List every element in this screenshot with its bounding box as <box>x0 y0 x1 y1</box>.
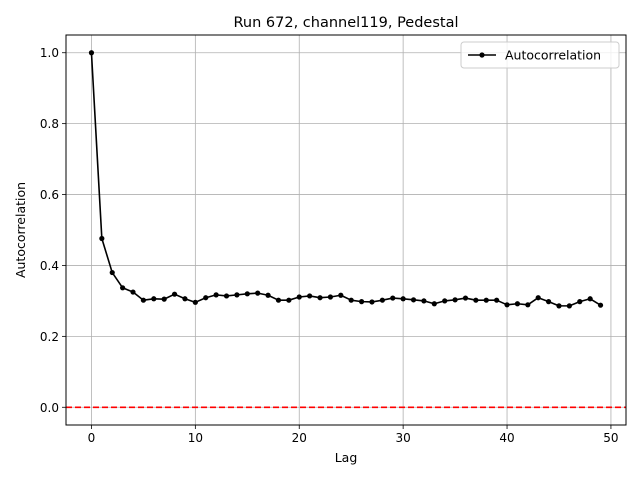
data-point <box>462 295 469 301</box>
data-point <box>327 294 334 300</box>
data-point <box>514 301 521 307</box>
x-axis-ticks: 0 10 20 30 40 50 <box>88 425 619 445</box>
data-point <box>473 297 479 303</box>
data-point <box>431 301 437 307</box>
data-point <box>566 303 572 309</box>
data-point <box>369 299 375 305</box>
legend-box <box>460 41 620 69</box>
data-point <box>275 297 282 303</box>
data-point <box>483 297 489 303</box>
data-point <box>452 297 458 303</box>
x-tick-label: 10 <box>188 431 203 445</box>
legend-marker-swatch <box>479 52 485 58</box>
x-tick-label: 50 <box>603 431 618 445</box>
y-axis-ticks: 0.0 0.2 0.4 0.6 0.8 1.0 <box>40 46 66 415</box>
y-tick-label: 0.0 <box>40 401 59 415</box>
data-point <box>130 289 136 295</box>
series-layer <box>88 50 604 309</box>
data-point <box>182 296 188 302</box>
data-point <box>296 294 302 300</box>
y-axis-label: Autocorrelation <box>13 182 28 278</box>
plot-area <box>66 35 626 425</box>
y-tick-label: 0.8 <box>40 117 59 131</box>
data-point <box>234 292 240 298</box>
data-point <box>192 299 198 305</box>
data-point <box>88 50 95 56</box>
data-point <box>400 296 406 302</box>
data-point <box>442 298 448 304</box>
data-point <box>203 295 209 301</box>
grid-lines <box>66 35 626 425</box>
data-point <box>421 298 427 304</box>
data-point <box>317 295 323 301</box>
chart-title: Run 672, channel119, Pedestal <box>233 15 458 31</box>
data-point <box>358 299 365 305</box>
data-point <box>286 297 292 303</box>
data-point <box>171 291 178 297</box>
x-tick-label: 40 <box>499 431 514 445</box>
data-point <box>525 302 531 308</box>
data-point <box>379 297 385 303</box>
x-axis-label: Lag <box>335 450 358 465</box>
data-point <box>99 235 105 242</box>
x-tick-label: 20 <box>292 431 307 445</box>
y-tick-label: 0.2 <box>40 330 59 344</box>
data-point <box>587 296 593 302</box>
data-point <box>265 292 271 298</box>
data-point <box>151 296 157 302</box>
legend: Autocorrelation <box>460 41 620 69</box>
y-tick-label: 0.4 <box>40 259 59 273</box>
x-tick-label: 0 <box>88 431 96 445</box>
data-point <box>390 295 396 301</box>
data-point <box>244 291 250 297</box>
data-point <box>597 302 604 308</box>
data-point <box>161 296 167 302</box>
data-point <box>494 297 500 303</box>
y-tick-label: 1.0 <box>40 46 59 60</box>
data-point <box>504 302 510 308</box>
data-point <box>577 299 583 305</box>
data-point <box>410 297 417 303</box>
x-tick-label: 30 <box>396 431 411 445</box>
data-point <box>140 297 147 303</box>
legend-label: Autocorrelation <box>505 48 601 63</box>
data-point <box>545 299 552 305</box>
data-point <box>307 293 313 299</box>
data-point <box>338 292 344 298</box>
y-tick-label: 0.6 <box>40 188 59 202</box>
data-point <box>535 295 541 301</box>
data-point <box>556 303 562 309</box>
plot-frame <box>65 34 627 426</box>
data-point <box>109 269 115 276</box>
data-point <box>348 297 354 303</box>
data-point <box>213 292 219 298</box>
data-point <box>120 285 126 291</box>
data-point <box>255 290 261 296</box>
data-point <box>223 293 230 299</box>
